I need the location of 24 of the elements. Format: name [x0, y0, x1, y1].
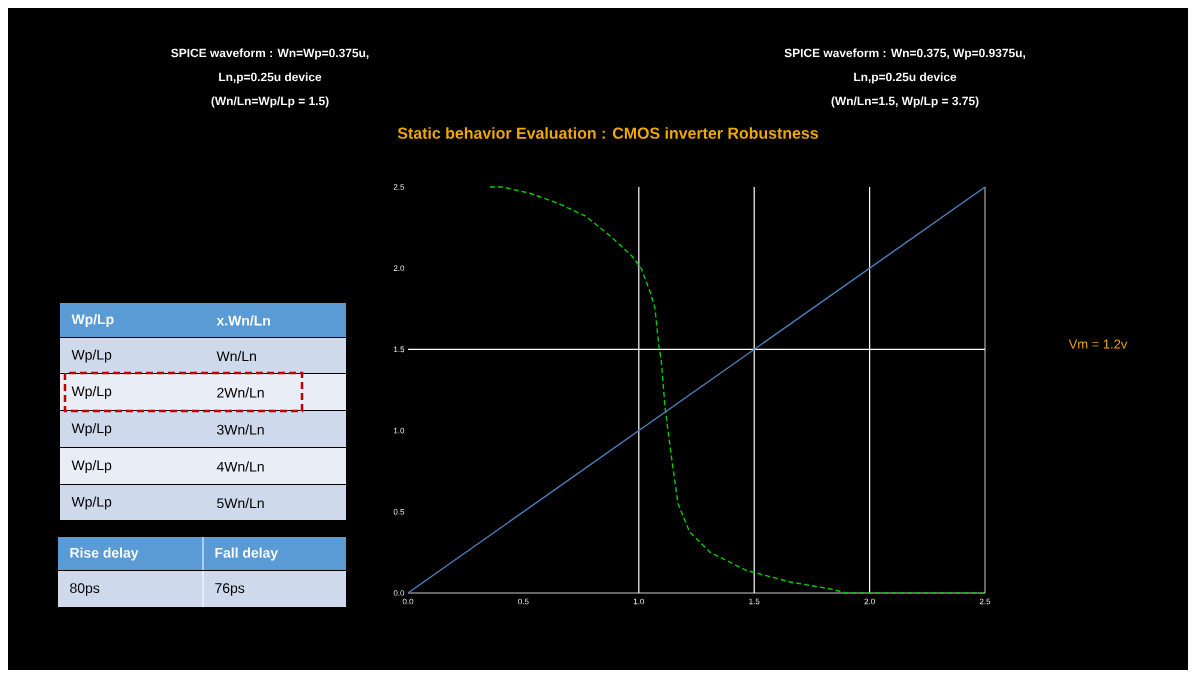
text: Ln,p=0.25u device [219, 72, 322, 84]
text: Wp/Lp [71, 496, 112, 510]
text: SPICE waveform : Wn=0.375, Wp=0.9375u, [784, 48, 1025, 60]
text: Rise delay [70, 547, 139, 561]
text: 2Wn/Ln [217, 387, 264, 398]
text: Ln,p=0.25u device [854, 72, 957, 84]
text: Wp/Lp [71, 422, 112, 436]
text: 5Wn/Ln [217, 497, 264, 509]
text: Wp/Lp [71, 459, 112, 473]
text: 4Wn/Ln [216, 461, 264, 472]
text: x.Wn/Ln [216, 315, 270, 326]
text: 80ps [70, 583, 100, 596]
text: Wp/Lp [71, 385, 112, 399]
text: Vm = 1.2v [1068, 339, 1128, 349]
text: Wp/Lp [71, 349, 112, 363]
text: SPICE waveform : Wn=Wp=0.375u, [171, 48, 369, 60]
text: Wn/Ln [216, 350, 256, 362]
text: 76ps [215, 583, 245, 596]
text: Fall delay [215, 547, 279, 561]
text: Wp/Lp [71, 313, 114, 327]
text: (Wn/Ln=Wp/Lp = 1.5) [211, 96, 329, 108]
text: 3Wn/Ln [217, 424, 264, 435]
text: (Wn/Ln=1.5, Wp/Lp = 3.75) [831, 96, 979, 108]
chart-title: Static behavior Evaluation : CMOS inverter Robustness [397, 127, 818, 139]
